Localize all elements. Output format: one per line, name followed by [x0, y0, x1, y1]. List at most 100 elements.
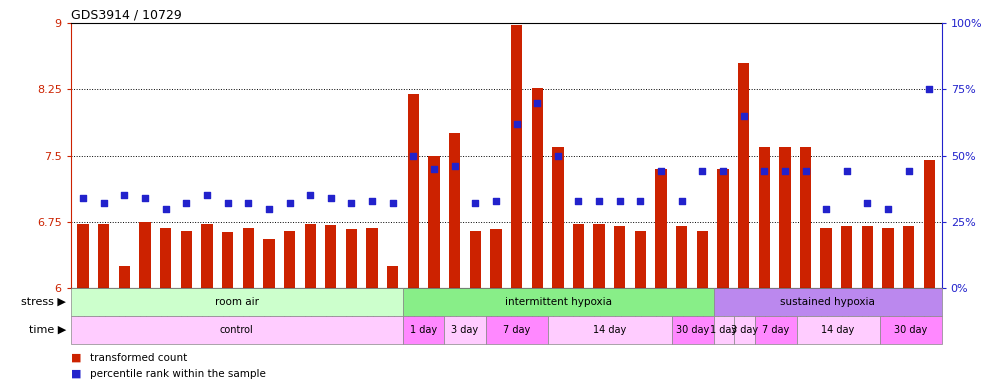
Point [591, 197, 607, 204]
Text: time ▶: time ▶ [29, 325, 66, 335]
Bar [387, 266, 398, 288]
Bar [367, 228, 377, 288]
Bar [429, 156, 439, 288]
Point [489, 197, 504, 204]
Bar [263, 240, 274, 288]
Point [344, 200, 360, 206]
Text: room air: room air [214, 297, 259, 307]
Bar [202, 224, 212, 288]
Bar [305, 224, 316, 288]
Point [508, 121, 524, 127]
Point [385, 200, 401, 206]
Text: transformed count: transformed count [90, 353, 188, 363]
Bar [486, 316, 548, 344]
Bar [222, 232, 233, 288]
Text: ■: ■ [71, 369, 82, 379]
Text: sustained hypoxia: sustained hypoxia [781, 297, 875, 307]
Point [303, 192, 318, 199]
Bar [780, 147, 790, 288]
Point [673, 197, 689, 204]
Point [529, 99, 545, 106]
Bar [697, 230, 708, 288]
Bar [635, 230, 646, 288]
Text: stress ▶: stress ▶ [21, 297, 66, 307]
Bar [140, 222, 150, 288]
Point [756, 168, 772, 174]
Point [406, 152, 422, 159]
Bar [656, 169, 666, 288]
Text: 1 day: 1 day [711, 325, 737, 335]
Bar [181, 232, 192, 288]
Bar [119, 266, 130, 288]
Point [611, 197, 627, 204]
Bar [548, 316, 672, 344]
Bar [403, 316, 444, 344]
Bar [880, 316, 942, 344]
Text: control: control [220, 325, 254, 335]
Text: 7 day: 7 day [503, 325, 530, 335]
Bar [346, 229, 357, 288]
Bar [614, 226, 625, 288]
Point [76, 195, 91, 201]
Point [117, 192, 133, 199]
Text: 14 day: 14 day [822, 325, 854, 335]
Bar [594, 223, 605, 288]
Point [138, 195, 153, 201]
Bar [78, 223, 88, 288]
Bar [676, 226, 687, 288]
Point [179, 200, 195, 206]
Bar [284, 230, 295, 288]
Point [282, 200, 298, 206]
Point [570, 197, 586, 204]
Point [900, 168, 916, 174]
Point [447, 163, 463, 169]
Text: GDS3914 / 10729: GDS3914 / 10729 [71, 9, 182, 22]
Point [653, 168, 668, 174]
Text: 1 day: 1 day [410, 325, 436, 335]
Bar [862, 226, 873, 288]
Text: 3 day: 3 day [451, 325, 479, 335]
Point [200, 192, 215, 199]
Point [220, 200, 236, 206]
Bar [755, 316, 796, 344]
Point [158, 205, 174, 212]
Point [715, 168, 730, 174]
Bar [408, 94, 419, 288]
Text: 7 day: 7 day [762, 325, 789, 335]
Point [777, 168, 792, 174]
Point [735, 113, 751, 119]
Bar [903, 226, 914, 288]
Text: 14 day: 14 day [594, 325, 626, 335]
Bar [470, 230, 481, 288]
Text: 30 day: 30 day [676, 325, 710, 335]
Bar [325, 225, 336, 288]
Bar [491, 229, 501, 288]
Bar [511, 25, 522, 288]
Bar [532, 88, 543, 288]
Bar [403, 288, 714, 316]
Bar [734, 316, 755, 344]
Bar [449, 134, 460, 288]
Bar [738, 63, 749, 288]
Point [632, 197, 648, 204]
Point [859, 200, 875, 206]
Bar [718, 169, 728, 288]
Bar [160, 228, 171, 288]
Point [549, 152, 565, 159]
Point [261, 205, 277, 212]
Bar [672, 316, 714, 344]
Text: percentile rank within the sample: percentile rank within the sample [90, 369, 266, 379]
Point [468, 200, 484, 206]
Bar [552, 147, 563, 288]
Bar [883, 228, 894, 288]
Text: 30 day: 30 day [894, 325, 927, 335]
Point [880, 205, 896, 212]
Bar [714, 288, 942, 316]
Bar [573, 224, 584, 288]
Bar [796, 316, 880, 344]
Point [241, 200, 257, 206]
Bar [71, 288, 403, 316]
Bar [841, 226, 852, 288]
Bar [924, 160, 935, 288]
Point [818, 205, 834, 212]
